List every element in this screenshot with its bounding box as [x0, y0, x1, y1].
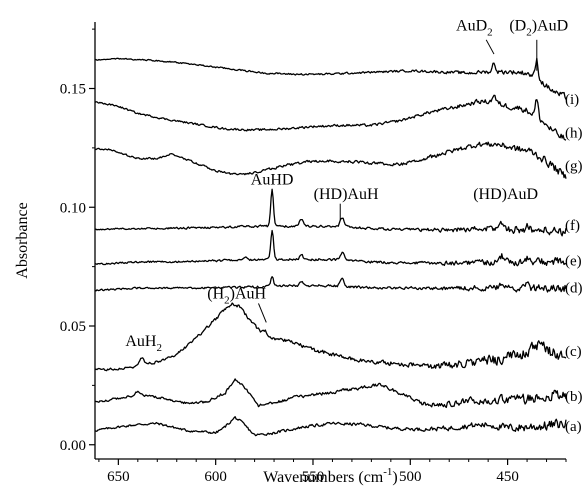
annotation-d2aud-main: (D	[509, 17, 526, 34]
x-tick-label-600: 600	[204, 469, 227, 485]
trace-c	[95, 303, 566, 371]
annotation-auh2-sub: 2	[156, 342, 162, 354]
annotation-h2auh-main: (H	[207, 286, 224, 303]
trace-e	[95, 231, 566, 266]
trace-label-c: (c)	[565, 344, 582, 360]
annotation-hdaud-main: (HD)AuD	[473, 186, 538, 203]
trace-label-f: (f)	[565, 218, 580, 234]
annotation-h2auh: (H2)AuH	[207, 286, 266, 307]
annotation-aud2-main: AuD	[456, 17, 487, 34]
trace-label-i: (i)	[565, 92, 579, 108]
pointer-h2auh-ptr	[258, 303, 266, 322]
x-axis-title-main: Wavenumbers (cm	[263, 469, 384, 486]
trace-labels: (a) (b) (c) (d) (e) (f) (g) (h) (i)	[565, 92, 583, 435]
axes	[95, 22, 566, 459]
pointer-aud2-ptr	[486, 40, 494, 54]
y-tick-label-0: 0.00	[60, 438, 86, 454]
y-tick-label-1: 0.05	[60, 319, 86, 335]
annotation-hdauh: (HD)AuH	[314, 186, 379, 203]
annotation-d2aud: (D2)AuD	[509, 17, 568, 38]
annotation-aud2: AuD2	[456, 17, 493, 38]
x-axis-title-sup: -1	[383, 466, 392, 478]
annotation-hdauh-main: (HD)AuH	[314, 186, 379, 203]
x-axis-title-end: )	[392, 469, 397, 486]
trace-label-b: (b)	[565, 389, 583, 405]
trace-a	[95, 417, 566, 436]
annotation-hdaud: (HD)AuD	[473, 186, 538, 203]
annotation-aud2-sub: 2	[487, 26, 493, 38]
trace-d	[95, 277, 566, 292]
trace-label-g: (g)	[565, 159, 583, 175]
annotation-auh2-main: AuH	[125, 333, 157, 350]
x-tick-label-450: 450	[496, 469, 519, 485]
peak-annotations: AuH2(H2)AuHAuHD(HD)AuH(HD)AuDAuD2(D2)AuD	[125, 17, 568, 354]
axis-ticks: 6506005505004500.000.050.100.15	[60, 29, 566, 485]
trace-h	[95, 95, 566, 140]
y-tick-label-3: 0.15	[60, 82, 86, 98]
trace-label-d: (d)	[565, 281, 583, 297]
trace-g	[95, 142, 566, 178]
x-tick-label-500: 500	[399, 469, 422, 485]
annotation-d2aud-rest: )AuD	[532, 17, 568, 34]
trace-label-a: (a)	[565, 419, 582, 435]
annotation-auhd-main: AuHD	[251, 172, 294, 189]
annotation-auhd: AuHD	[251, 172, 294, 189]
annotation-h2auh-rest: )AuH	[230, 286, 267, 303]
x-tick-label-650: 650	[107, 469, 130, 485]
y-tick-label-2: 0.10	[60, 200, 86, 216]
trace-i	[95, 58, 566, 99]
spectrum-traces	[95, 58, 566, 435]
x-axis-title: Wavenumbers (cm-1)	[263, 466, 398, 486]
trace-b	[95, 379, 566, 408]
trace-label-h: (h)	[565, 125, 583, 141]
annotation-auh2: AuH2	[125, 333, 162, 354]
y-axis-title: Absorbance	[14, 202, 31, 278]
trace-label-e: (e)	[565, 254, 582, 270]
